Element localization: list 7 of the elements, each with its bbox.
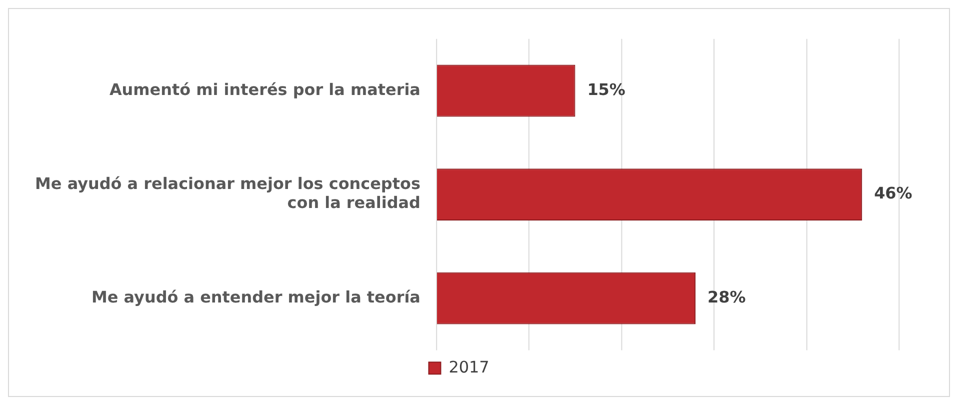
data-label: 15% <box>587 80 626 99</box>
y-tick-label: Me ayudó a entender mejor la teoría <box>92 287 420 306</box>
y-tick-label: Me ayudó a relacionar mejor los conceptos con la realidad <box>35 174 420 212</box>
data-label: 46% <box>874 184 912 203</box>
data-label: 28% <box>708 287 746 306</box>
legend-label: 2017 <box>448 357 490 376</box>
y-tick-label: Aumentó mi interés por la materia <box>109 80 420 99</box>
